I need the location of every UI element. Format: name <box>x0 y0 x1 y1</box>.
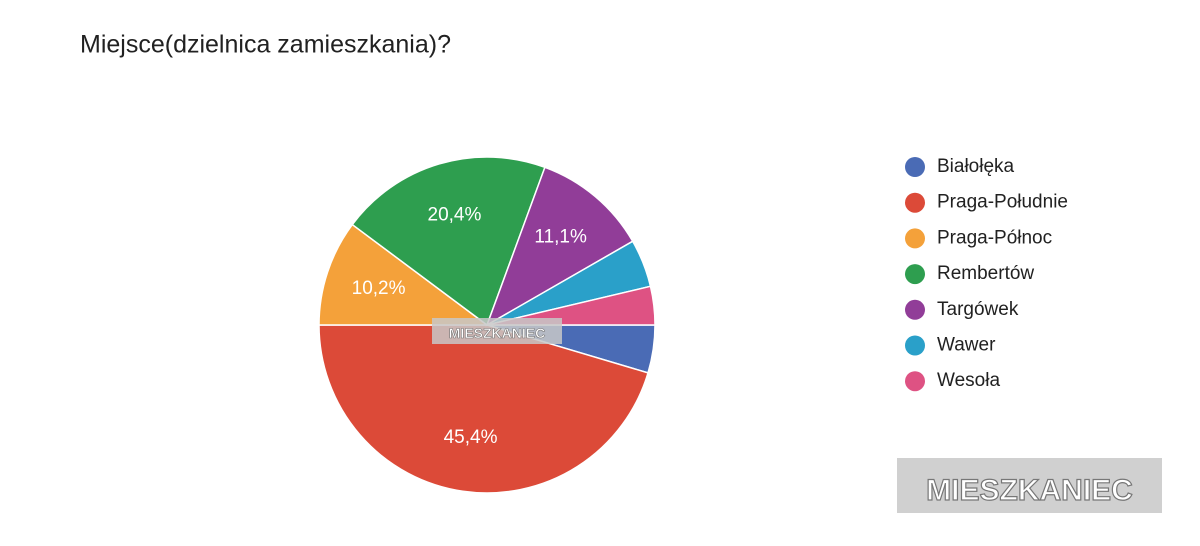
legend-label: Praga-Południe <box>937 192 1068 213</box>
pie-slice <box>318 324 649 494</box>
data-label: 10,2% <box>352 278 406 299</box>
legend-swatch <box>905 192 925 213</box>
legend-swatch <box>905 335 925 356</box>
legend-label: Rembertów <box>937 263 1034 284</box>
legend-swatch <box>905 264 925 285</box>
pie-slice <box>318 223 490 326</box>
legend-swatch <box>905 157 925 177</box>
legend-swatch <box>905 371 925 392</box>
chart-title: Miejsce(dzielnica zamieszkania)? <box>80 31 451 59</box>
watermark: MIESZKANIEC <box>926 474 1133 507</box>
data-label: 11,1% <box>534 227 587 248</box>
legend-swatch <box>905 299 925 320</box>
legend-swatch <box>905 228 925 249</box>
data-label: 45,4% <box>444 427 498 448</box>
legend-label: Praga-Północ <box>937 227 1052 248</box>
legend-label: Targówek <box>937 299 1019 320</box>
legend-label: Wesoła <box>937 370 1000 391</box>
pie-slice <box>485 166 634 327</box>
watermark: MIESZKANIEC <box>449 325 545 341</box>
pie-slice <box>351 156 546 327</box>
legend-label: Białołęka <box>937 156 1015 177</box>
watermark-bg <box>432 318 562 344</box>
legend-label: Wawer <box>937 335 996 356</box>
watermark-bg <box>897 458 1162 513</box>
pie-slice <box>486 285 656 326</box>
data-label: 20,4% <box>428 205 482 226</box>
